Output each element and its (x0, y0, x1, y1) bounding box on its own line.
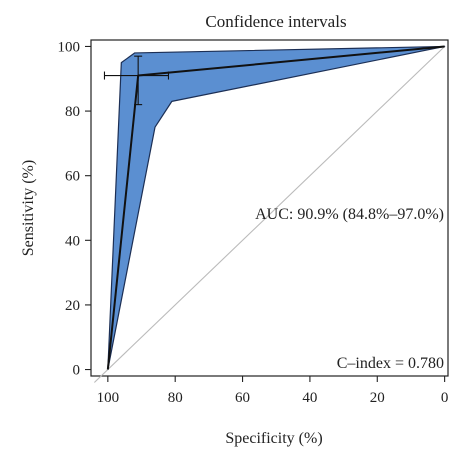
c-index-annotation: C–index = 0.780 (337, 355, 444, 372)
y-axis-label: Sensitivity (%) (20, 160, 37, 256)
x-tick-label: 60 (235, 390, 250, 406)
y-tick-label: 20 (65, 298, 80, 314)
x-tick-label: 40 (302, 390, 317, 406)
y-tick-label: 60 (65, 169, 80, 185)
x-axis-label: Specificity (%) (225, 430, 322, 447)
plot-frame (90, 39, 449, 377)
x-tick-label: 0 (441, 390, 449, 406)
x-tick-label: 80 (168, 390, 183, 406)
y-tick-label: 0 (73, 363, 81, 379)
chart-title: Confidence intervals (205, 12, 346, 31)
y-tick-label: 100 (58, 39, 81, 55)
plot-layer (93, 45, 446, 383)
y-tick-label: 80 (65, 104, 80, 120)
ticks-layer: 100 80 60 40 20 0 0 20 40 60 80 100 (58, 39, 449, 406)
y-tick-label: 40 (65, 233, 80, 249)
reference-diagonal-line (93, 46, 446, 383)
x-tick-label: 20 (370, 390, 385, 406)
x-tick-label: 100 (97, 390, 120, 406)
auc-annotation: AUC: 90.9% (84.8%–97.0%) (255, 206, 444, 223)
